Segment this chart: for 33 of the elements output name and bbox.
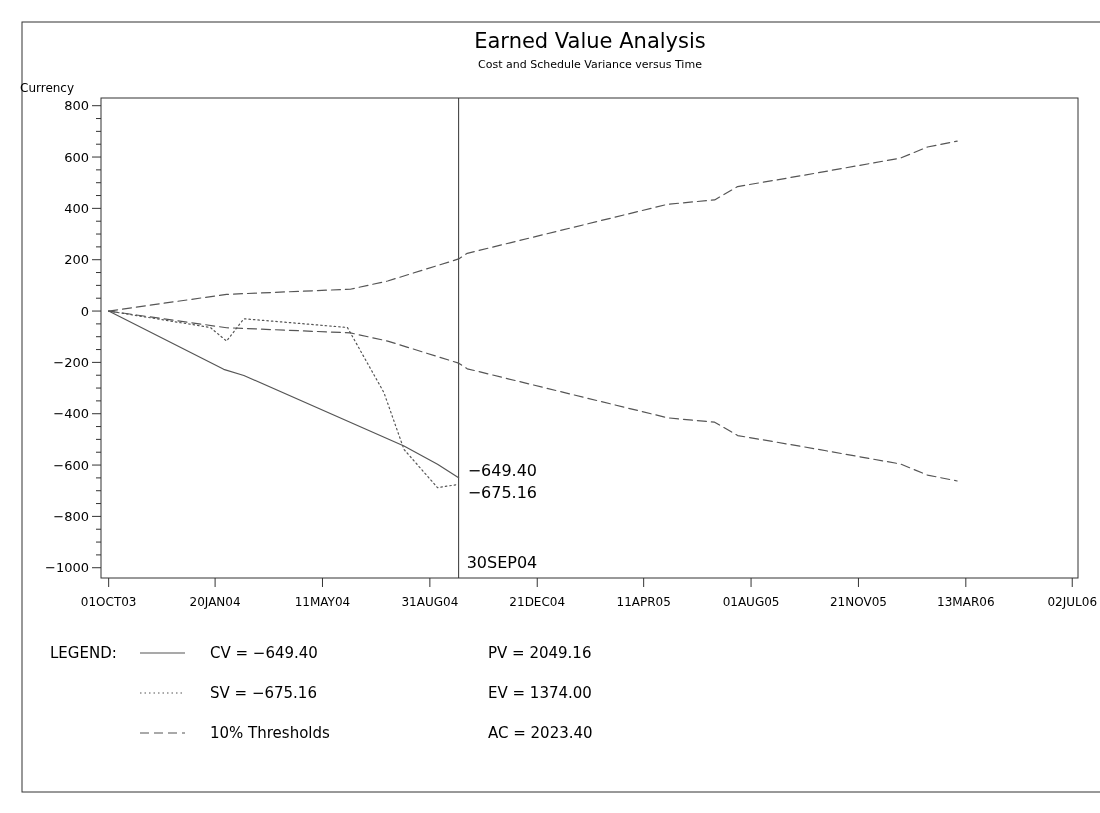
x-tick-label: 20JAN04 xyxy=(189,595,241,609)
y-tick-label: 200 xyxy=(64,252,89,268)
ref-line-label: 30SEP04 xyxy=(466,553,538,572)
y-axis-title: Currency xyxy=(20,81,75,95)
y-tick-label: 800 xyxy=(64,98,89,114)
y-tick-label: −600 xyxy=(53,457,89,473)
annotation: −675.16 xyxy=(467,482,538,502)
y-tick-label: 0 xyxy=(80,303,89,319)
y-tick-label: −800 xyxy=(53,508,89,524)
legend-label: SV = −675.16 xyxy=(210,684,317,702)
y-tick-label: −200 xyxy=(53,354,89,370)
x-tick-label: 11APR05 xyxy=(616,595,671,609)
x-tick-label: 01AUG05 xyxy=(722,595,780,609)
legend-title: LEGEND: xyxy=(50,644,117,662)
x-tick-label: 21DEC04 xyxy=(509,595,566,609)
x-tick-label: 11MAY04 xyxy=(294,595,351,609)
chart-subtitle: Cost and Schedule Variance versus Time xyxy=(478,58,703,71)
y-tick-label: 400 xyxy=(64,200,89,216)
chart-title: Earned Value Analysis xyxy=(474,29,706,53)
text: AC = 2023.40 xyxy=(488,724,593,742)
x-tick-label: 13MAR06 xyxy=(937,595,995,609)
text: PV = 2049.16 xyxy=(488,644,592,662)
y-tick-label: −1000 xyxy=(45,560,89,576)
legend-label: CV = −649.40 xyxy=(210,644,318,662)
x-tick-label: 01OCT03 xyxy=(80,595,137,609)
x-tick-label: 21NOV05 xyxy=(829,595,887,609)
legend-label: 10% Thresholds xyxy=(210,724,331,742)
y-tick-label: −400 xyxy=(53,406,89,422)
y-tick-label: 600 xyxy=(64,149,89,165)
text: EV = 1374.00 xyxy=(488,684,592,702)
x-tick-label: 02JUL06 xyxy=(1047,595,1098,609)
x-tick-label: 31AUG04 xyxy=(401,595,459,609)
annotation: −649.40 xyxy=(467,461,538,481)
